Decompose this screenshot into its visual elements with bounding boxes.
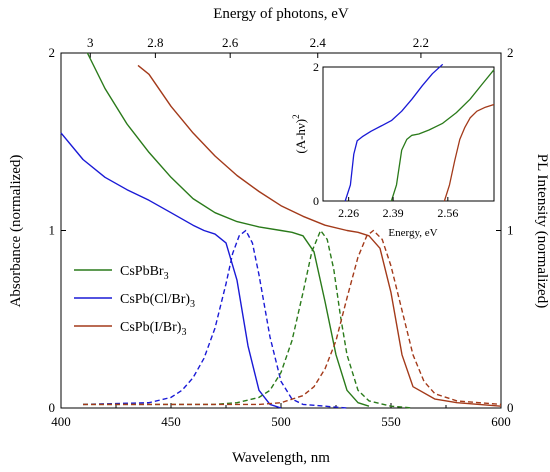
y-tick-label: 1: [49, 223, 56, 238]
y-axis-title: Absorbance (normalized): [8, 155, 24, 308]
inset-x-title: Energy, eV: [388, 227, 437, 239]
inset-y-tick-label: 0: [313, 194, 319, 208]
absorbance-series-line: [86, 52, 370, 407]
legend-label-sub: 3: [181, 327, 186, 338]
inset-frame: [322, 66, 495, 202]
x2-tick-label: 2.2: [413, 35, 429, 50]
absorbance-series-line: [60, 132, 282, 409]
inset-y-tick-label: 2: [313, 60, 319, 74]
inset-series-layer: [344, 63, 495, 202]
inset-series-line: [443, 103, 495, 202]
y-tick-label: 2: [49, 45, 56, 60]
inset-y-title-sup: 2: [291, 114, 301, 119]
x-tick-label: 550: [381, 414, 401, 429]
legend-label-sub: 3: [164, 271, 169, 282]
inset-x-tick-label: 2.56: [437, 206, 458, 220]
inset-ticks: 2.26 2.39 2.56 0 2: [313, 60, 458, 220]
legend-label: CsPbBr3: [120, 264, 169, 282]
x2-tick-label: 2.6: [222, 35, 239, 50]
inset-series-line: [344, 63, 444, 202]
inset-x-tick-label: 2.39: [383, 206, 404, 220]
x-tick-label: 600: [491, 414, 511, 429]
y2-tick-label: 1: [507, 223, 514, 238]
absorbance-series-line: [137, 64, 502, 407]
x2-tick-label: 2.8: [147, 35, 163, 50]
legend-label-main: CsPb(I/Br): [120, 320, 182, 335]
inset-y-title-main: (A-hν): [293, 119, 308, 154]
legend-label-main: CsPb(Cl/Br): [120, 292, 190, 307]
axis-ticks: 400 450 500 550 600 3 2.8 2.6 2.4 2.2 0 1 2 0 1 2: [49, 35, 514, 429]
inset-x-tick-label: 2.26: [338, 206, 359, 220]
x-tick-label: 450: [161, 414, 181, 429]
pl-series-line: [83, 229, 414, 409]
x-tick-label: 400: [51, 414, 71, 429]
inset-y-title: (A-hν)2: [291, 114, 308, 153]
x2-tick-label: 3: [87, 35, 94, 50]
pl-series-line: [82, 229, 348, 409]
legend-label-sub: 3: [190, 299, 195, 310]
inset-series-line: [390, 69, 495, 202]
pl-series-line: [83, 229, 502, 406]
x-tick-label: 500: [271, 414, 291, 429]
legend-label-main: CsPbBr: [120, 264, 164, 279]
x2-axis-title: Energy of photons, eV: [213, 6, 349, 22]
x2-tick-label: 2.4: [310, 35, 327, 50]
y-tick-label: 0: [49, 400, 56, 415]
y2-tick-label: 0: [507, 400, 514, 415]
legend-label: CsPb(Cl/Br)3: [120, 292, 195, 310]
y2-axis-title: PL Intensity (normalized): [534, 154, 550, 308]
legend-label: CsPb(I/Br)3: [120, 320, 186, 338]
series-layer: [60, 52, 502, 409]
y2-tick-label: 2: [507, 45, 514, 60]
x-axis-title: Wavelength, nm: [232, 450, 330, 466]
